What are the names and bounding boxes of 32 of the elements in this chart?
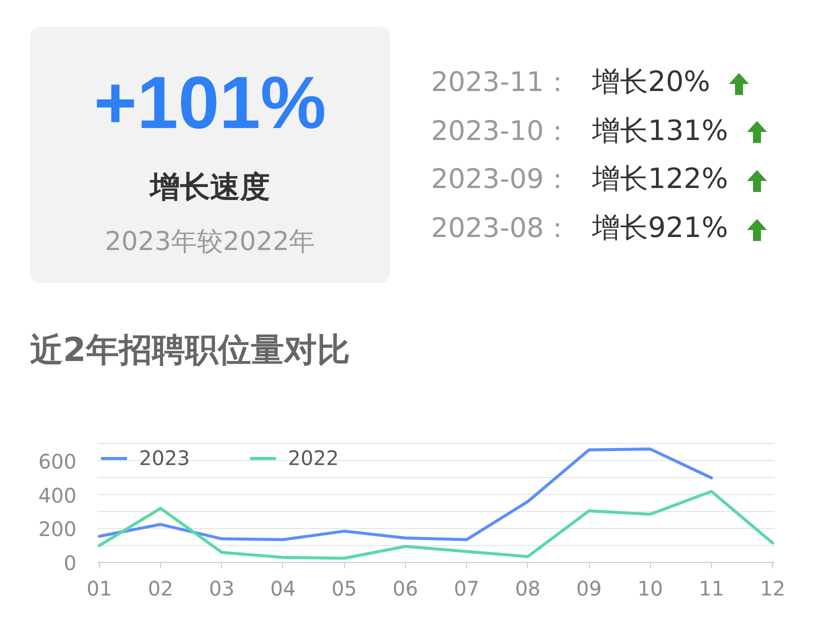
x-tick-label: 12 [760, 576, 786, 600]
text: 2023-08： [431, 212, 572, 246]
text: 2023-11： [431, 66, 572, 100]
x-tick-label: 09 [576, 576, 602, 600]
x-tick-label: 02 [148, 576, 174, 600]
y-tick-label: 0 [64, 551, 77, 575]
x-tick-label: 01 [86, 576, 112, 600]
x-tick-label: 03 [209, 576, 234, 600]
x-tick-label: 11 [698, 576, 724, 600]
x-tick-label: 06 [392, 576, 418, 600]
text: 2023-09： [431, 163, 572, 198]
line-series [98, 490, 774, 560]
text: 增长921% [592, 211, 728, 244]
x-tick-label: 04 [270, 576, 296, 600]
x-tick-label: 08 [515, 576, 541, 600]
y-tick-label: 200 [38, 517, 77, 542]
y-tick-label: 600 [38, 449, 77, 474]
text: 2023年较2022年 [104, 227, 316, 257]
text: 增长122% [592, 162, 728, 196]
line-series [98, 448, 713, 542]
text: +101% [92, 61, 328, 144]
x-tick-label: 10 [638, 576, 663, 600]
x-tick-label: 05 [331, 576, 357, 600]
y-tick-label: 400 [38, 483, 77, 508]
legend-label: 2023 [139, 446, 190, 470]
text: 增长速度 [148, 170, 271, 206]
legend-label: 2022 [288, 446, 339, 470]
text: 增长131% [592, 114, 728, 147]
x-tick-label: 07 [454, 576, 480, 600]
chart-title: 近2年招聘职位量对比 [30, 330, 350, 370]
text: 2023-10： [431, 114, 572, 149]
text: 增长20% [592, 65, 710, 98]
